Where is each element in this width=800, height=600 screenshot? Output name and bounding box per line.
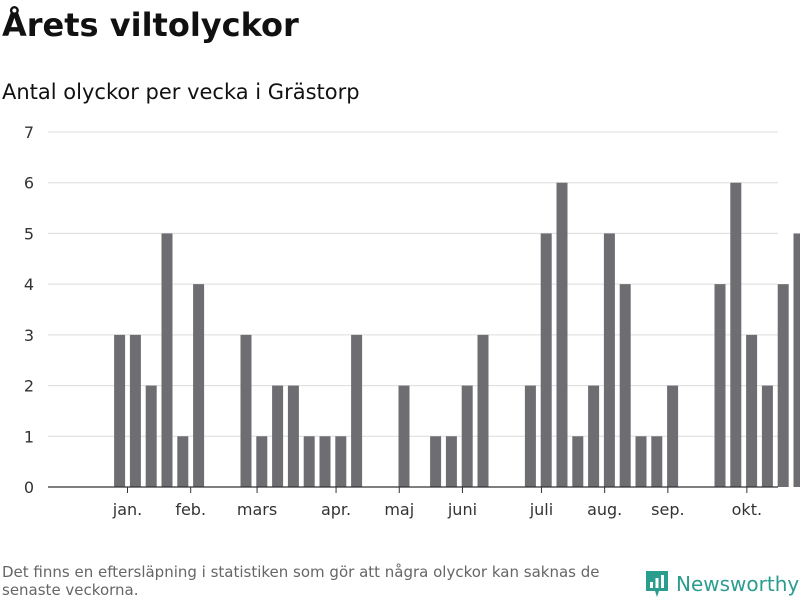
bar [303, 436, 315, 487]
y-tick-label: 5 [24, 224, 34, 243]
x-tick-label: jan. [112, 500, 142, 519]
bar [556, 182, 568, 487]
x-tick-label: sep. [651, 500, 684, 519]
bar [193, 284, 205, 487]
x-tick-label: juli [529, 500, 553, 519]
bar [588, 385, 600, 487]
bar [619, 284, 631, 487]
x-tick-label: aug. [587, 500, 622, 519]
bars [114, 182, 800, 487]
bar [161, 233, 173, 487]
bar [335, 436, 347, 487]
x-tick-label: apr. [321, 500, 351, 519]
bar [524, 385, 536, 487]
x-tick-label: maj [384, 500, 414, 519]
x-tick-label: mars [237, 500, 277, 519]
footnote: Det finns en eftersläpning i statistiken… [2, 563, 600, 599]
bar [730, 182, 742, 487]
bar [351, 334, 363, 487]
bar [177, 436, 189, 487]
x-tick-label: feb. [175, 500, 206, 519]
y-tick-label: 7 [24, 123, 34, 142]
y-tick-label: 4 [24, 275, 34, 294]
bar [398, 385, 410, 487]
bar [445, 436, 457, 487]
y-tick-label: 6 [24, 174, 34, 193]
bar [651, 436, 663, 487]
bar [761, 385, 773, 487]
chart-subtitle: Antal olyckor per vecka i Grästorp [2, 80, 360, 104]
bar [635, 436, 647, 487]
bar [256, 436, 268, 487]
bar [287, 385, 299, 487]
bar [240, 334, 252, 487]
y-tick-label: 3 [24, 326, 34, 345]
y-tick-label: 1 [24, 427, 34, 446]
bar [461, 385, 473, 487]
bar [603, 233, 615, 487]
bar [777, 284, 789, 487]
y-tick-label: 0 [24, 478, 34, 497]
y-tick-label: 2 [24, 377, 34, 396]
bar [477, 334, 489, 487]
bar-chart: 0 1 2 3 4 5 6 7 jan. feb. mars apr. maj juni juli aug.… [24, 123, 800, 519]
bar [714, 284, 726, 487]
x-axis: jan. feb. mars apr. maj juni juli aug. sep. okt. [48, 486, 778, 519]
bar [145, 385, 157, 487]
bar [793, 233, 800, 487]
bar [114, 334, 126, 487]
newsworthy-logo[interactable]: Newsworthy [644, 569, 799, 599]
bar [667, 385, 679, 487]
bar [319, 436, 331, 487]
x-tick-label: okt. [732, 500, 762, 519]
bar [540, 233, 552, 487]
y-axis-ticks: 0 1 2 3 4 5 6 7 [24, 123, 34, 497]
newsworthy-logo-text: Newsworthy [676, 572, 800, 596]
bar [430, 436, 442, 487]
chart-title: Årets viltolyckor [2, 6, 299, 44]
bar [272, 385, 284, 487]
x-tick-label: juni [447, 500, 477, 519]
bar [129, 334, 141, 487]
bar [746, 334, 758, 487]
bar [572, 436, 584, 487]
newsworthy-logo-icon [646, 571, 668, 597]
